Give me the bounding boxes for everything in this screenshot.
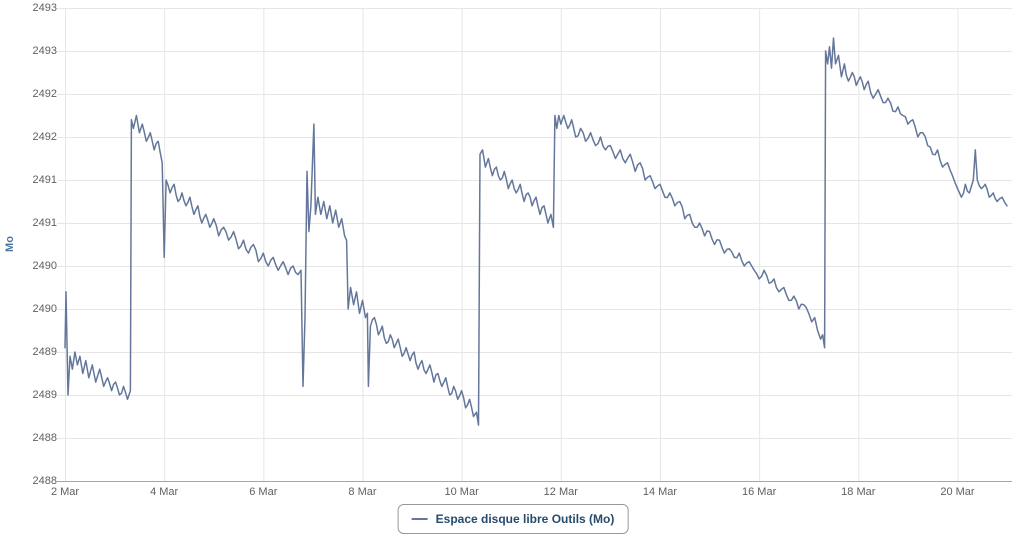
legend-line-marker — [411, 518, 428, 520]
legend-item-espace-disque[interactable]: Espace disque libre Outils (Mo) — [411, 512, 615, 526]
vertical-gridlines — [65, 8, 959, 481]
y-axis-label: 2492 — [32, 88, 57, 100]
x-axis-label: 4 Mar — [150, 486, 179, 498]
y-axis-title: Mo — [4, 236, 16, 252]
x-axis-label: 10 Mar — [444, 486, 479, 498]
y-axis-label: 2493 — [32, 45, 57, 57]
x-axis-label: 8 Mar — [348, 486, 377, 498]
x-axis-label: 14 Mar — [642, 486, 678, 498]
legend-box: Espace disque libre Outils (Mo) — [397, 504, 629, 534]
y-axis-label: 2488 — [32, 475, 57, 487]
horizontal-gridlines — [57, 8, 1012, 482]
x-axis-label: 12 Mar — [543, 486, 578, 498]
series-line[interactable] — [64, 37, 1008, 426]
x-axis-label: 2 Mar — [50, 486, 80, 498]
y-axis-label: 2492 — [32, 131, 57, 143]
x-axis-label: 18 Mar — [841, 486, 876, 498]
y-axis-label: 2490 — [32, 260, 57, 272]
y-axis-label: 2488 — [32, 432, 57, 444]
y-axis-label: 2489 — [32, 389, 57, 401]
legend-item-label: Espace disque libre Outils (Mo) — [435, 512, 615, 526]
y-axis-label: 2491 — [32, 174, 57, 186]
y-axis-label: 2489 — [32, 346, 57, 358]
x-axis-label: 6 Mar — [249, 486, 278, 498]
y-axis-label: 2491 — [32, 217, 57, 229]
y-axis-label: 2490 — [32, 303, 57, 315]
y-axis-label: 2493 — [32, 2, 57, 14]
x-axis-label: 20 Mar — [940, 486, 975, 498]
x-axis-label: 16 Mar — [742, 486, 777, 498]
